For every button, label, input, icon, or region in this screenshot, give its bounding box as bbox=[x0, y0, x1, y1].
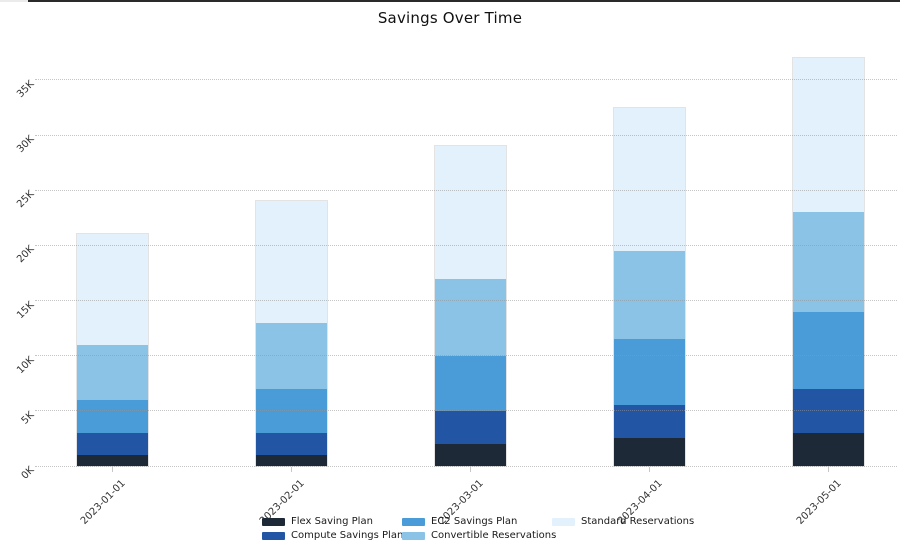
legend-swatch bbox=[262, 518, 285, 526]
y-tick-label: 15K bbox=[15, 299, 37, 321]
legend-label: EC2 Savings Plan bbox=[431, 516, 518, 527]
bar-segment[interactable] bbox=[255, 388, 327, 433]
x-axis-tick bbox=[649, 467, 650, 472]
y-tick-label: 5K bbox=[19, 409, 37, 427]
chart-title: Savings Over Time bbox=[377, 9, 523, 27]
bar-segment[interactable] bbox=[255, 322, 327, 389]
bar-segment[interactable] bbox=[792, 212, 864, 312]
stacked-bar bbox=[255, 201, 327, 466]
bar-segment[interactable] bbox=[792, 388, 864, 433]
bar-segment[interactable] bbox=[76, 454, 148, 466]
bar-segment[interactable] bbox=[434, 410, 506, 444]
bar-segment[interactable] bbox=[613, 107, 685, 251]
bar-segment[interactable] bbox=[255, 432, 327, 455]
x-tick-label: 2023-05-01 bbox=[794, 478, 844, 527]
bar-segment[interactable] bbox=[76, 234, 148, 345]
bar-segment[interactable] bbox=[613, 438, 685, 466]
legend-swatch bbox=[552, 518, 575, 526]
bar-segment[interactable] bbox=[255, 454, 327, 466]
bar-segment[interactable] bbox=[76, 344, 148, 400]
gridline bbox=[35, 79, 897, 81]
y-tick-label: 35K bbox=[15, 78, 37, 101]
legend-label: Flex Saving Plan bbox=[291, 516, 373, 527]
legend-label: Compute Savings Plan bbox=[291, 530, 404, 541]
bar-segment[interactable] bbox=[792, 432, 864, 466]
legend-swatch bbox=[262, 532, 285, 540]
y-tick-label: 20K bbox=[15, 244, 37, 266]
stacked-bar bbox=[613, 107, 685, 466]
legend-swatch bbox=[402, 532, 425, 540]
bar-segment[interactable] bbox=[434, 278, 506, 356]
bar-segment[interactable] bbox=[613, 339, 685, 406]
bar-segment[interactable] bbox=[792, 311, 864, 389]
x-axis-tick bbox=[470, 467, 471, 472]
bar-segment[interactable] bbox=[613, 250, 685, 340]
y-tick-label: 10K bbox=[15, 354, 37, 376]
gridline bbox=[35, 134, 897, 136]
stacked-bar bbox=[792, 57, 864, 466]
legend-swatch bbox=[402, 518, 425, 526]
bar-segment[interactable] bbox=[255, 201, 327, 323]
y-tick-label: 30K bbox=[15, 133, 37, 156]
legend-item[interactable]: EC2 Savings Plan bbox=[402, 516, 517, 528]
stacked-bar bbox=[434, 146, 506, 466]
legend-label: Standard Reservations bbox=[581, 516, 695, 527]
y-tick-label: 25K bbox=[15, 189, 37, 211]
legend-item[interactable]: Standard Reservations bbox=[552, 516, 694, 528]
legend-item[interactable]: Compute Savings Plan bbox=[262, 530, 403, 542]
legend-label: Convertible Reservations bbox=[431, 530, 557, 541]
x-axis-tick bbox=[828, 467, 829, 472]
y-tick-label: 0K bbox=[19, 464, 37, 482]
bar-segment[interactable] bbox=[434, 355, 506, 411]
x-axis-tick bbox=[112, 467, 113, 472]
x-tick-label: 2023-01-01 bbox=[78, 478, 128, 527]
x-axis-tick bbox=[291, 467, 292, 472]
legend-item[interactable]: Flex Saving Plan bbox=[262, 516, 373, 528]
bar-segment[interactable] bbox=[434, 443, 506, 466]
stacked-bar bbox=[76, 234, 148, 466]
window-top-edge bbox=[0, 0, 900, 2]
bar-segment[interactable] bbox=[76, 432, 148, 455]
bar-segment[interactable] bbox=[76, 399, 148, 433]
bar-segment[interactable] bbox=[613, 405, 685, 439]
x-tick-label: 2023-04-01 bbox=[615, 478, 665, 527]
legend-item[interactable]: Convertible Reservations bbox=[402, 530, 556, 542]
bar-segment[interactable] bbox=[434, 146, 506, 279]
bar-segment[interactable] bbox=[792, 57, 864, 213]
